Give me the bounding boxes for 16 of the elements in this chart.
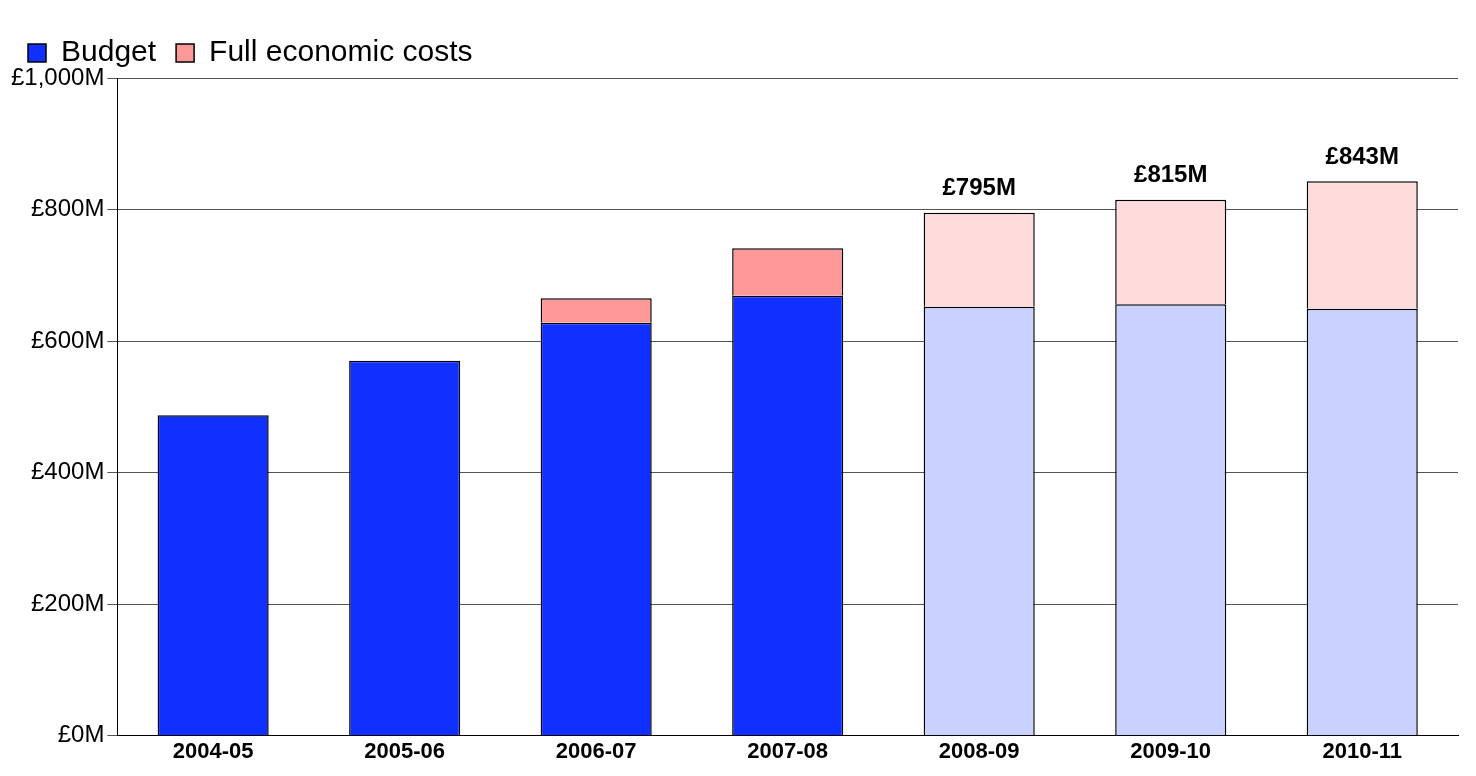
x-tick-label: 2007-08 <box>747 737 829 763</box>
x-tick-label: 2009-10 <box>1130 737 1212 763</box>
y-tick-label: £800M <box>31 194 105 222</box>
y-tick-label: £200M <box>31 588 105 616</box>
total-label: £843M <box>1325 141 1399 169</box>
x-tick-label: 2005-06 <box>364 737 446 763</box>
y-tick-label: £600M <box>31 325 105 353</box>
y-tick-label: £0M <box>57 720 105 748</box>
x-tick-label: 2008-09 <box>938 737 1020 763</box>
total-label: £795M <box>942 173 1016 201</box>
y-tick-label: £400M <box>31 457 105 485</box>
x-tick-label: 2006-07 <box>555 737 637 763</box>
x-tick-label: 2004-05 <box>172 737 254 763</box>
x-tick-label: 2010-11 <box>1322 737 1403 763</box>
total-label: £815M <box>1134 160 1208 188</box>
legend-label: Full economic costs <box>209 34 473 68</box>
